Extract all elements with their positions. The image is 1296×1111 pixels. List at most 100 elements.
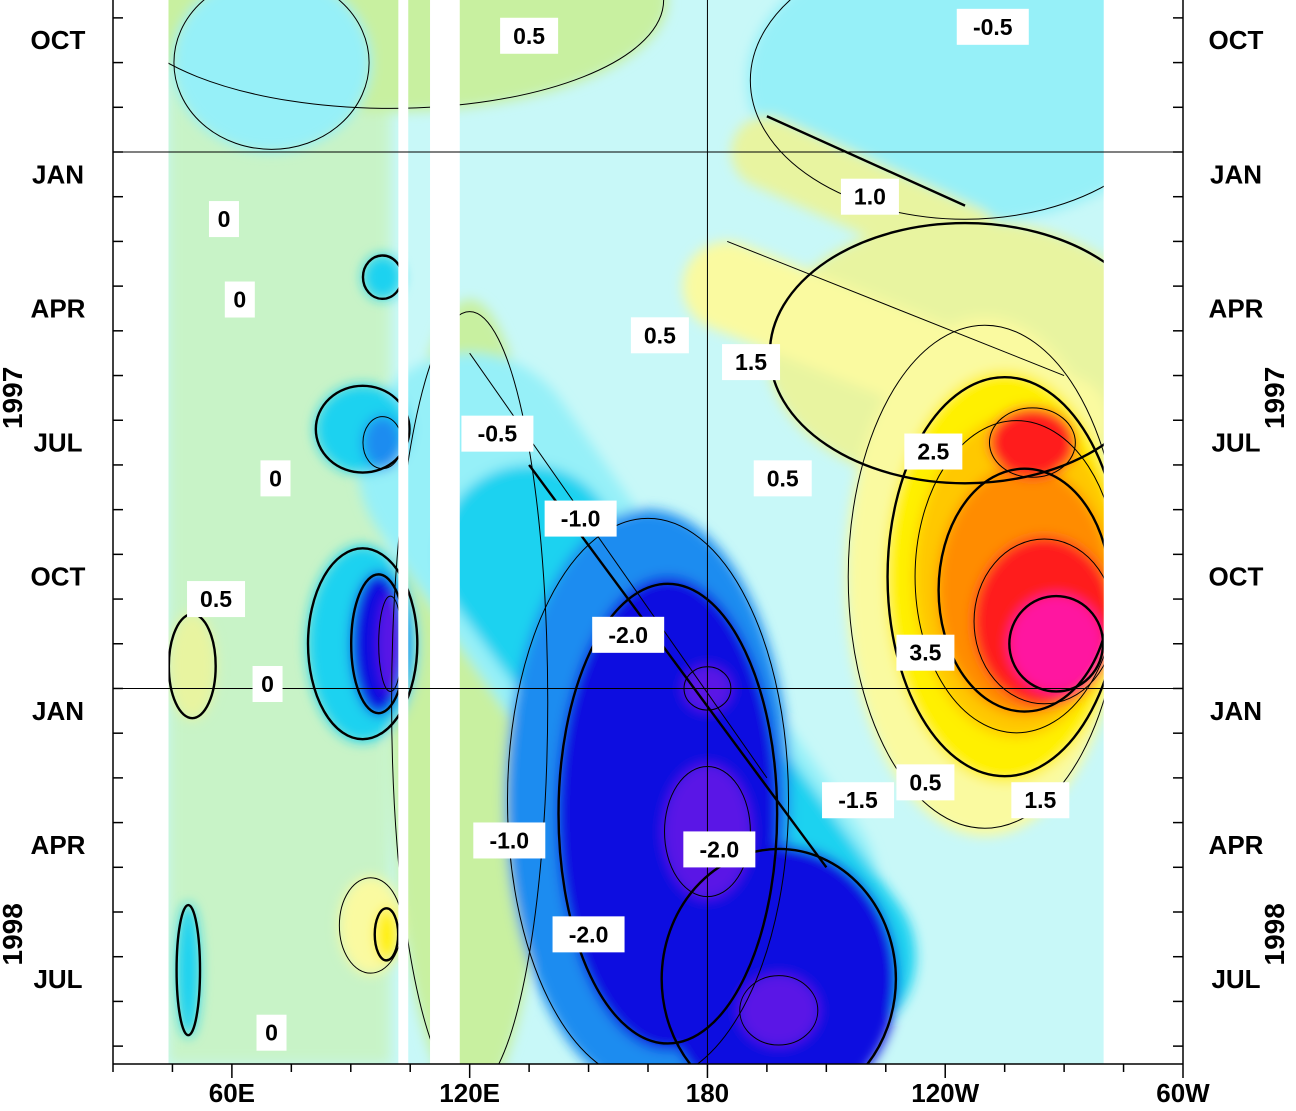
contour-label-box — [822, 782, 895, 819]
contour-label: -1.0 — [489, 827, 529, 853]
field-region-30 — [168, 612, 217, 720]
year-label-right: 1998 — [1259, 903, 1290, 965]
y-tick-label-left: JAN — [32, 696, 84, 726]
contour-label: 0.5 — [767, 465, 799, 491]
contour-0 — [116, 0, 665, 109]
contour-9 — [660, 847, 898, 1064]
contour-label: 0 — [218, 206, 231, 232]
contour-label: 1.5 — [735, 349, 767, 375]
contour-8 — [557, 582, 779, 1045]
field-region-9 — [659, 844, 898, 1064]
contour-22 — [314, 384, 411, 474]
contour-labels: 0.5 -0.5 1.0 0 0 0.5 1.5 -0.5 2.5 0 0.5 -1.0 0.5 -2.0… — [187, 8, 1070, 1051]
contour-label-box — [904, 433, 963, 470]
contour-20 — [1008, 594, 1105, 693]
contour-label-box — [896, 634, 955, 671]
field-region-23 — [362, 415, 403, 470]
field-region-21 — [988, 406, 1076, 479]
contour-label: 0.5 — [200, 586, 232, 612]
x-tick-label: 60W — [1156, 1078, 1210, 1108]
y-tick-label-right: JAN — [1210, 159, 1262, 189]
y-tick-label-left: APR — [31, 293, 86, 323]
field-region-31 — [176, 903, 201, 1038]
contour-label-box — [252, 666, 283, 702]
y-tick-label-right: OCT — [1209, 562, 1264, 592]
contour-label: -0.5 — [478, 421, 518, 447]
contour-label-box — [552, 916, 625, 953]
contour-label: 0.5 — [513, 23, 545, 49]
contour-label: 0.5 — [909, 769, 941, 795]
y-tick-label-left: JAN — [32, 159, 84, 189]
contour-31 — [175, 903, 202, 1037]
contour-label: 0 — [233, 287, 246, 313]
contour-label-box — [187, 581, 246, 618]
contour-label-box — [473, 822, 546, 859]
contour-label: 2.5 — [917, 439, 949, 465]
grid-lines — [113, 0, 1183, 1064]
contour-label-box — [256, 1014, 287, 1051]
x-tick-label: 120W — [911, 1078, 979, 1108]
y-tick-label-right: JAN — [1210, 696, 1262, 726]
field-region-12 — [739, 974, 819, 1047]
contour-label-box — [683, 831, 756, 868]
contour-label-box — [544, 500, 617, 537]
contour-label: 1.5 — [1024, 787, 1056, 813]
year-label-right: 1997 — [1259, 367, 1290, 429]
contour-label-box — [630, 317, 689, 354]
contour-label: -1.5 — [838, 787, 878, 813]
x-tick-label: 120E — [439, 1078, 500, 1108]
contour-label-box — [500, 17, 559, 54]
contour-label-box — [753, 460, 812, 497]
contour-label: -2.0 — [608, 622, 648, 648]
contour-label: 0.5 — [644, 322, 676, 348]
axes: OCT OCT JAN JAN APR APR JUL JUL OCT OCT JAN JAN APR A… — [0, 17, 1290, 1108]
field-region-26 — [378, 594, 403, 693]
contour-label-box — [722, 344, 781, 381]
contour-2 — [173, 0, 370, 150]
contour-label: -2.0 — [700, 836, 740, 862]
field-region-20 — [1008, 594, 1104, 693]
contour-7 — [507, 517, 789, 1064]
contour-24 — [306, 547, 419, 741]
contour-label-box — [956, 8, 1029, 45]
y-tick-label-right: APR — [1209, 293, 1264, 323]
contour-label: 0 — [265, 1020, 278, 1046]
contour-label-box — [260, 460, 291, 497]
contour-label-box — [840, 178, 899, 215]
contour-21 — [988, 407, 1076, 478]
x-tick-label: 60E — [209, 1078, 255, 1108]
field-region-27 — [362, 254, 403, 300]
y-tick-label-right: JUL — [1211, 964, 1260, 994]
contour-label: 0 — [261, 671, 274, 697]
year-label-left: 1997 — [0, 367, 28, 429]
contour-label-box — [592, 616, 665, 653]
no-data-west — [113, 0, 169, 1064]
y-tick-label-right: OCT — [1209, 25, 1264, 55]
contour-4 — [766, 115, 966, 207]
y-tick-label-right: APR — [1209, 830, 1264, 860]
contour-label: 3.5 — [909, 640, 941, 666]
contour-label-box — [896, 764, 955, 801]
contour-label: -2.0 — [569, 921, 609, 947]
x-tick-label: 180 — [686, 1078, 729, 1108]
contour-label: 0 — [269, 465, 282, 491]
contour-14 — [727, 240, 1065, 376]
y-tick-label-left: APR — [31, 830, 86, 860]
contour-3 — [391, 311, 549, 1064]
year-label-left: 1998 — [0, 903, 28, 965]
missing-band-0 — [398, 0, 409, 1064]
no-data-east — [1103, 0, 1183, 1064]
contour-label: -0.5 — [973, 14, 1013, 40]
missing-band-1 — [430, 0, 460, 1064]
y-tick-label-left: JUL — [33, 428, 82, 458]
y-tick-label-left: OCT — [31, 562, 86, 592]
y-tick-label-right: JUL — [1211, 428, 1260, 458]
missing-data-masks — [113, 0, 1183, 1064]
contour-29 — [373, 907, 400, 962]
contour-label-box — [224, 281, 255, 318]
field-region-2 — [172, 0, 371, 152]
contour-12 — [739, 975, 819, 1046]
contour-label-box — [208, 201, 239, 238]
contour-label-box — [461, 415, 534, 452]
